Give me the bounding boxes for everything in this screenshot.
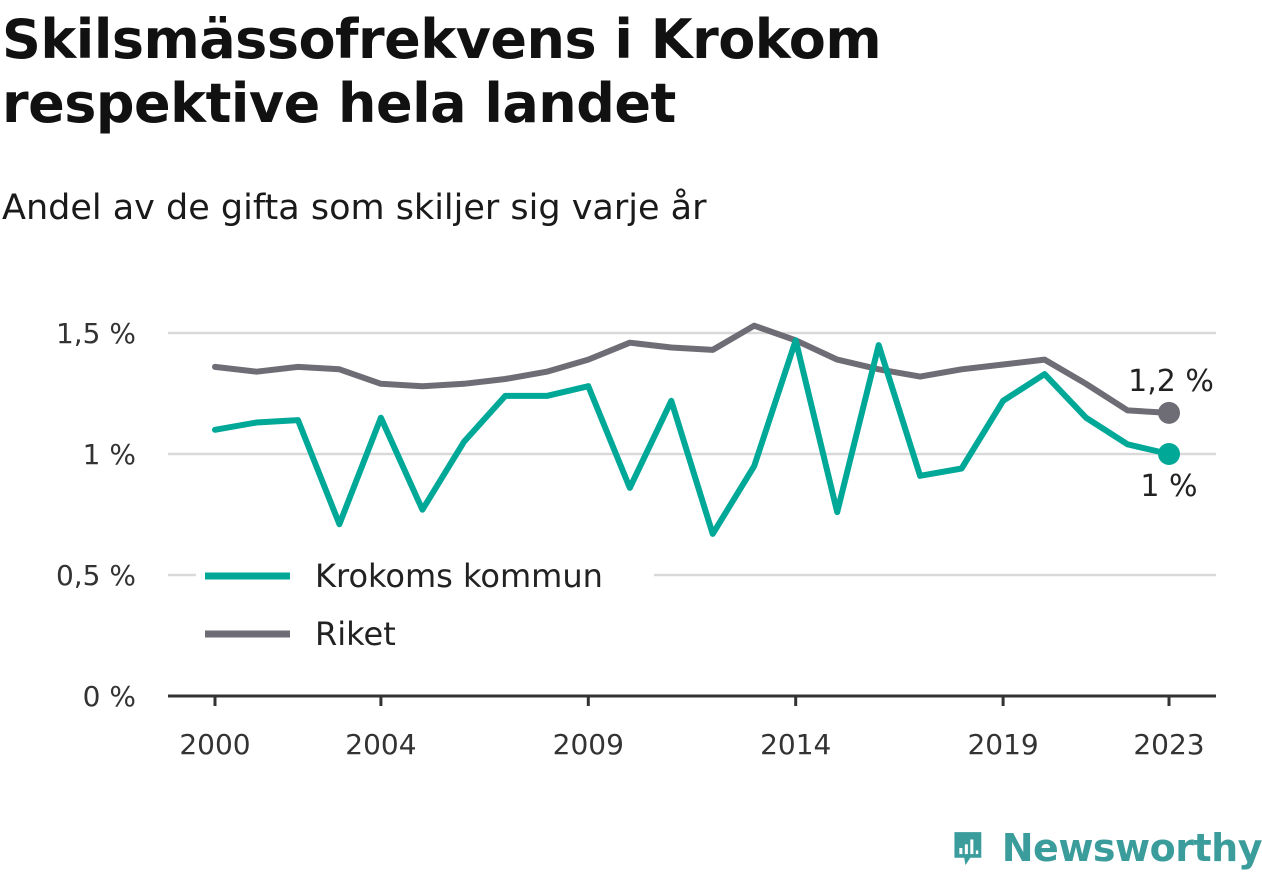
chart-subtitle: Andel av de gifta som skiljer sig varje … — [2, 188, 707, 228]
y-tick-label: 0,5 % — [56, 559, 136, 592]
end-label-krokom: 1 % — [1140, 469, 1197, 504]
legend-label-1: Riket — [315, 615, 396, 653]
x-tick-label: 2009 — [553, 728, 624, 761]
legend-background — [196, 548, 654, 658]
x-tick-label: 2014 — [760, 728, 831, 761]
x-tick-label: 2023 — [1133, 728, 1204, 761]
x-tick-label: 2000 — [179, 728, 250, 761]
series-line-1 — [212, 322, 1172, 416]
newsworthy-logo-icon — [954, 832, 982, 866]
y-tick-label: 0 % — [83, 680, 136, 713]
y-tick-label: 1 % — [83, 438, 136, 471]
legend: Krokoms kommun Riket — [196, 548, 654, 658]
end-point-1 — [1158, 401, 1180, 424]
y-tick-label: 1,5 % — [56, 317, 136, 350]
axes: 0 % 0,5 % 1 % 1,5 % 2000 2004 2009 2014 2019 2023 — [56, 317, 1216, 761]
legend-label-0: Krokoms kommun — [315, 557, 603, 595]
end-label-riket: 1,2 % — [1128, 364, 1214, 399]
x-tick-label: 2019 — [967, 728, 1038, 761]
end-point-0 — [1158, 443, 1180, 465]
newsworthy-brand[interactable]: Newsworthy — [952, 818, 1262, 878]
newsworthy-wordmark: Newsworthy — [1001, 826, 1262, 870]
end-labels: 1 % 1,2 % — [1128, 364, 1214, 504]
x-tick-label: 2004 — [345, 728, 416, 761]
chart-title: Skilsmässofrekvens i Krokom respektive h… — [2, 8, 882, 135]
series-line-0 — [212, 337, 1172, 537]
series-lines — [212, 322, 1180, 537]
